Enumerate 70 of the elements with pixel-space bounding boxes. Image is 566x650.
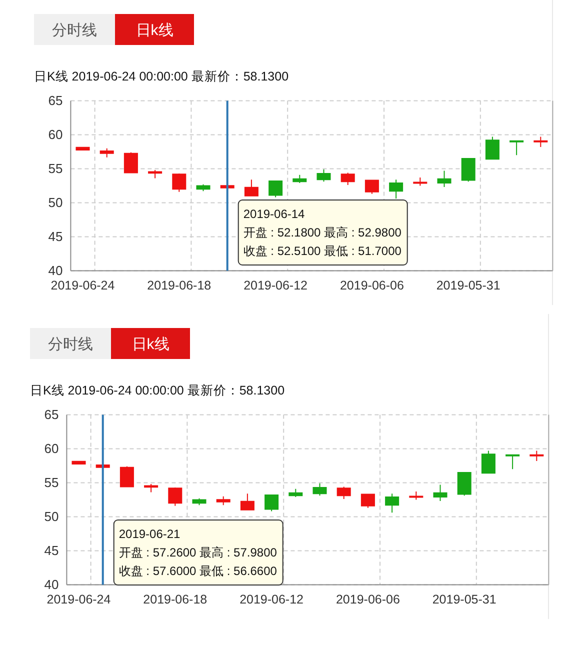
candlestick bbox=[364, 180, 379, 194]
x-tick-label: 2019-06-18 bbox=[147, 278, 212, 293]
x-tick-label: 2019-06-24 bbox=[46, 592, 111, 607]
candlestick bbox=[389, 179, 404, 200]
tab-button[interactable]: 分时线 bbox=[30, 328, 111, 359]
y-tick-label: 65 bbox=[48, 93, 63, 108]
candlestick bbox=[437, 170, 452, 188]
x-tick-label: 2019-06-12 bbox=[244, 278, 308, 293]
candlestick bbox=[336, 486, 351, 500]
candlestick bbox=[461, 158, 476, 182]
y-tick-label: 40 bbox=[44, 577, 59, 592]
annotation: 2019-06-21 开盘 : 57.2600 最高 : 57.9800 收盘 : 57.6000 最低 : 56.6600 bbox=[118, 527, 278, 578]
candlestick bbox=[316, 168, 331, 182]
candlestick bbox=[144, 484, 158, 493]
candlestick bbox=[481, 450, 496, 474]
y-tick-label: 40 bbox=[48, 263, 63, 278]
candlestick bbox=[76, 146, 90, 151]
candlestick bbox=[72, 460, 86, 465]
candlestick bbox=[124, 152, 138, 174]
candlestick bbox=[240, 493, 254, 510]
candlestick bbox=[292, 174, 307, 184]
candlestick bbox=[413, 177, 428, 186]
candlestick bbox=[534, 136, 548, 148]
candlestick bbox=[385, 493, 400, 514]
x-tick-label: 2019-06-06 bbox=[336, 592, 400, 607]
candlestick bbox=[264, 494, 279, 512]
candlestick bbox=[244, 179, 258, 196]
candlestick bbox=[409, 491, 424, 500]
tab-button[interactable]: 日k线 bbox=[111, 328, 190, 359]
x-tick-label: 2019-05-31 bbox=[436, 278, 500, 293]
x-tick-label: 2019-06-06 bbox=[340, 278, 404, 293]
candlestick bbox=[506, 454, 520, 470]
candlestick bbox=[360, 494, 375, 508]
candlestick bbox=[312, 482, 327, 496]
annotation: 2019-06-14 开盘 : 52.1800 最高 : 52.9800 收盘 : 52.5100 最低 : 51.7000 bbox=[243, 207, 402, 258]
x-tick-label: 2019-06-12 bbox=[240, 592, 304, 607]
candlestick bbox=[485, 136, 500, 160]
candlestick bbox=[457, 472, 472, 496]
y-tick-label: 65 bbox=[44, 407, 59, 422]
candlestick bbox=[120, 466, 134, 488]
candlestick bbox=[510, 140, 524, 156]
chart-title: 日K线 2019-06-24 00:00:00 最新价：58.1300 bbox=[34, 70, 289, 84]
y-tick-label: 60 bbox=[48, 127, 63, 142]
candlestick bbox=[530, 450, 544, 462]
candlestick bbox=[268, 180, 283, 198]
x-tick-label: 2019-05-31 bbox=[432, 592, 496, 607]
candlestick bbox=[168, 486, 182, 506]
candlestick bbox=[148, 170, 162, 179]
tab-button[interactable]: 分时线 bbox=[34, 14, 115, 45]
y-tick-label: 55 bbox=[44, 475, 59, 490]
candlestick bbox=[340, 172, 355, 186]
candlestick bbox=[100, 148, 114, 158]
y-tick-label: 50 bbox=[48, 195, 63, 210]
candlestick bbox=[196, 184, 210, 192]
tooltip: 2019-06-21 开盘 : 57.2600 最高 : 57.9800 收盘 : 57.6000 最低 : 56.6600 bbox=[113, 520, 284, 586]
y-tick-label: 45 bbox=[44, 543, 59, 558]
chart-title: 日K线 2019-06-24 00:00:00 最新价：58.1300 bbox=[30, 384, 285, 398]
y-tick-label: 55 bbox=[48, 161, 63, 176]
tooltip: 2019-06-14 开盘 : 52.1800 最高 : 52.9800 收盘 : 52.5100 最低 : 51.7000 bbox=[238, 200, 408, 266]
candlestick bbox=[288, 488, 303, 498]
x-tick-label: 2019-06-24 bbox=[50, 278, 115, 293]
y-tick-label: 45 bbox=[48, 229, 63, 244]
candlestick bbox=[433, 484, 448, 502]
tab-button[interactable]: 日k线 bbox=[115, 14, 194, 45]
y-tick-label: 50 bbox=[44, 509, 59, 524]
y-tick-label: 60 bbox=[44, 441, 59, 456]
candlestick bbox=[172, 172, 186, 192]
x-tick-label: 2019-06-18 bbox=[143, 592, 208, 607]
candlestick bbox=[192, 498, 206, 506]
candlestick bbox=[216, 496, 230, 506]
